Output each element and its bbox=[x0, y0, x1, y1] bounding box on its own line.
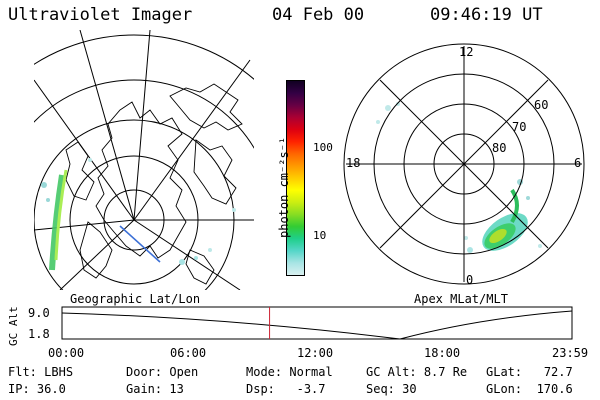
observation-date: 04 Feb 00 bbox=[272, 5, 365, 25]
time-tick-3: 18:00 bbox=[424, 346, 461, 360]
colorbar-unit-label: photon cm⁻²s⁻¹ bbox=[277, 136, 291, 238]
mlt-label-18: 18 bbox=[346, 156, 361, 170]
door-readout: Door: Open bbox=[126, 365, 199, 379]
mode-readout: Mode: Normal bbox=[246, 365, 333, 379]
ip-readout: IP: 36.0 bbox=[8, 382, 66, 396]
mlat-label-80: 80 bbox=[492, 141, 507, 155]
right-panel-caption: Apex MLat/MLT bbox=[414, 292, 508, 306]
mlt-label-0: 0 bbox=[466, 273, 474, 287]
mlt-label-12: 12 bbox=[459, 45, 474, 59]
seq-readout: Seq: 30 bbox=[366, 382, 417, 396]
gain-readout: Gain: 13 bbox=[126, 382, 184, 396]
dsp-readout: Dsp: -3.7 bbox=[246, 382, 326, 396]
colorbar-tick-10: 10 bbox=[313, 229, 327, 242]
colorbar-tick-100: 100 bbox=[313, 141, 333, 154]
mlat-label-70: 70 bbox=[512, 120, 527, 134]
time-tick-0: 00:00 bbox=[48, 346, 85, 360]
observation-time: 09:46:19 UT bbox=[430, 5, 543, 25]
mlt-label-6: 6 bbox=[574, 156, 582, 170]
filter-readout: Flt: LBHS bbox=[8, 365, 74, 379]
glon-readout: GLon: 170.6 bbox=[486, 382, 573, 396]
instrument-title: Ultraviolet Imager bbox=[8, 5, 193, 25]
gc-alt-tick-top: 9.0 bbox=[28, 306, 50, 320]
gc-alt-axis-label: GC Alt bbox=[7, 306, 20, 346]
left-panel-caption: Geographic Lat/Lon bbox=[70, 292, 201, 306]
glat-readout: GLat: 72.7 bbox=[486, 365, 573, 379]
intensity-colorbar bbox=[286, 80, 305, 276]
gc-alt-tick-bottom: 1.8 bbox=[28, 327, 50, 341]
mlat-label-60: 60 bbox=[534, 98, 549, 112]
time-tick-2: 12:00 bbox=[297, 346, 334, 360]
gc-alt-readout: GC Alt: 8.7 Re bbox=[366, 365, 468, 379]
time-tick-1: 06:00 bbox=[170, 346, 207, 360]
time-tick-4: 23:59 bbox=[552, 346, 589, 360]
